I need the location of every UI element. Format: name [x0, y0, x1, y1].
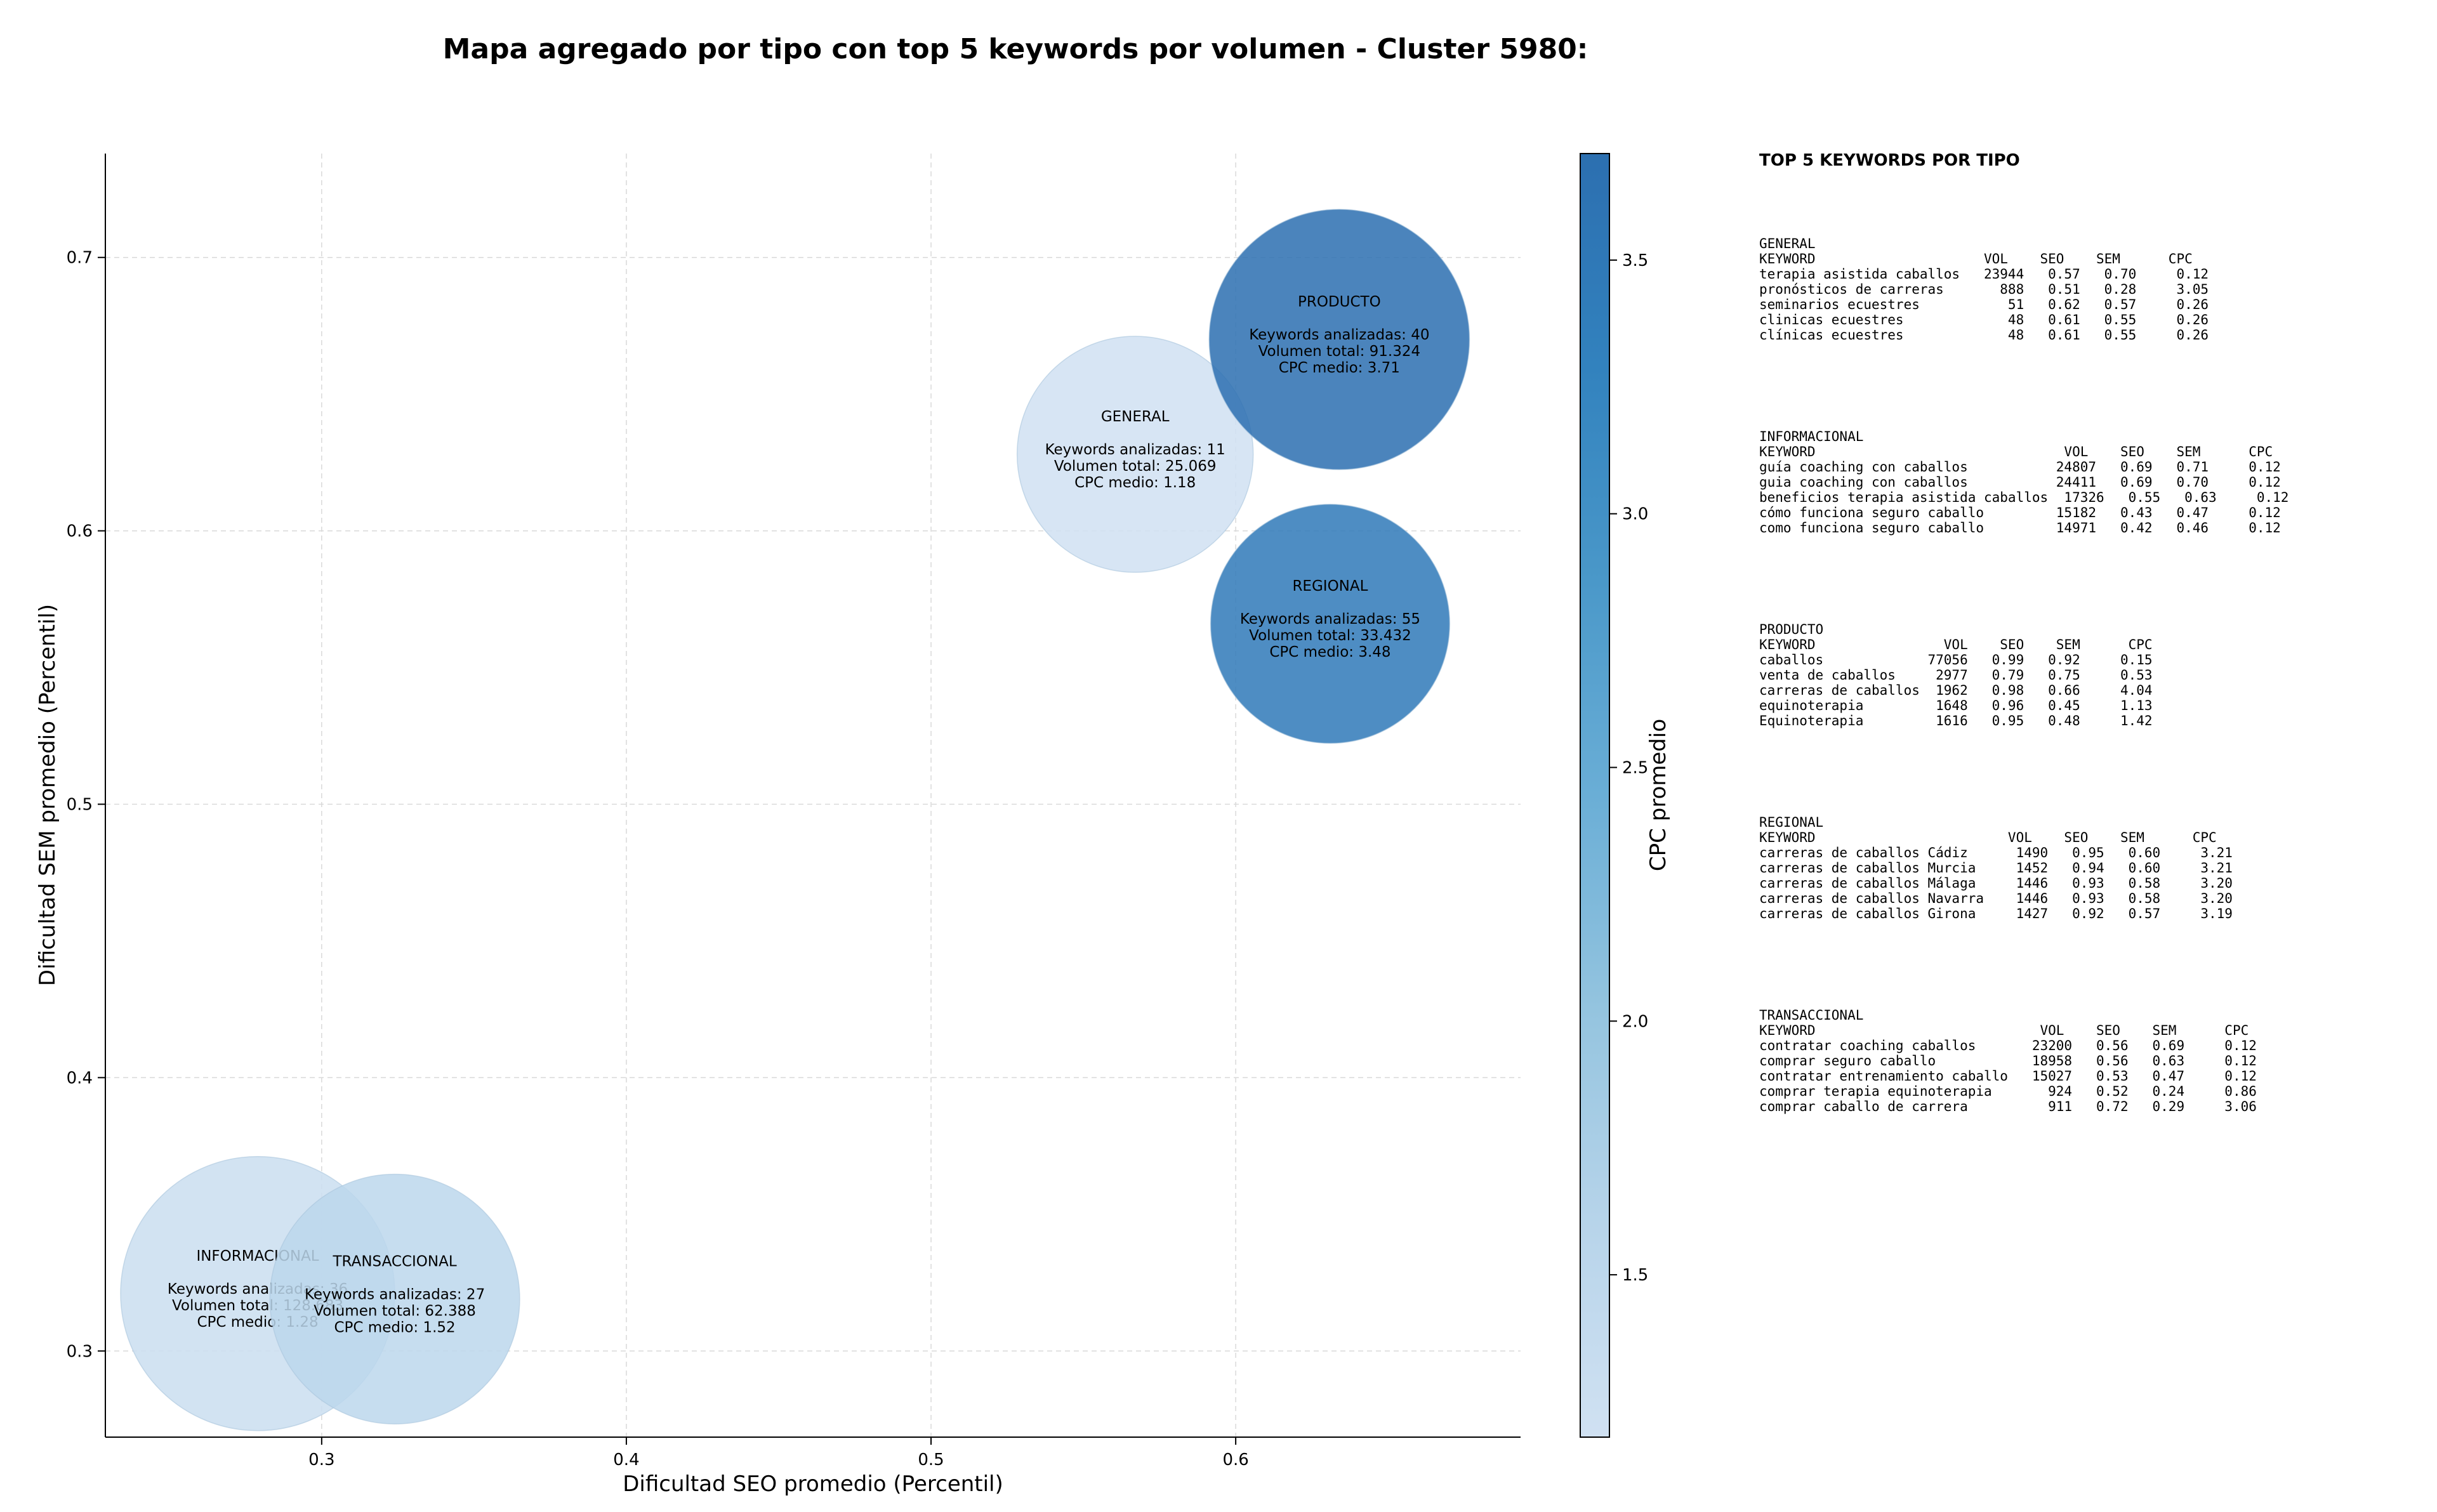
colorbar-tick-label: 3.5: [1622, 251, 1648, 270]
keywords-panel-heading: TOP 5 KEYWORDS POR TIPO: [1759, 151, 2020, 170]
keywords-block: INFORMACIONAL KEYWORD VOL SEO SEM CPC guía…: [1759, 429, 2419, 536]
keywords-row: carreras de caballos Murcia 1452 0.94 0.…: [1759, 860, 2233, 876]
keywords-row: comprar seguro caballo 18958 0.56 0.63 0…: [1759, 1053, 2257, 1068]
x-tick-label: 0.5: [918, 1450, 944, 1469]
y-tick-label: 0.4: [67, 1068, 93, 1088]
colorbar-ticks: 1.5 2.0 2.5 3.0 3.5: [1609, 251, 1648, 1285]
bubble-volume: Volumen total: 33.432: [1249, 628, 1411, 644]
keywords-block-header: KEYWORD VOL SEO SEM CPC: [1759, 637, 2153, 652]
keywords-row: guia coaching con caballos 24411 0.69 0.…: [1759, 475, 2281, 490]
keywords-row: carreras de caballos Cádiz 1490 0.95 0.6…: [1759, 845, 2233, 860]
bubble-cpc: CPC medio: 1.18: [1074, 475, 1196, 491]
keywords-block-header: KEYWORD VOL SEO SEM CPC: [1759, 444, 2273, 459]
keywords-row: pronósticos de carreras 888 0.51 0.28 3.…: [1759, 282, 2209, 297]
x-tick-label: 0.3: [308, 1450, 334, 1469]
keywords-row: caballos 77056 0.99 0.92 0.15: [1759, 652, 2153, 667]
colorbar-tick-label: 2.5: [1622, 759, 1648, 778]
y-tick-label: 0.3: [67, 1342, 93, 1361]
keywords-block: PRODUCTO KEYWORD VOL SEO SEM CPC caballos …: [1759, 622, 2419, 728]
keywords-block-type: PRODUCTO: [1759, 622, 1824, 637]
bubble-type-label: GENERAL: [1101, 409, 1170, 425]
bubble-circle: [1210, 503, 1451, 744]
keywords-block-type: GENERAL: [1759, 236, 1816, 251]
bubble-keywords-count: Keywords analizadas: 55: [1240, 611, 1420, 628]
keywords-row: Equinoterapia 1616 0.95 0.48 1.42: [1759, 713, 2153, 728]
chart-title: Mapa agregado por tipo con top 5 keyword…: [442, 33, 1588, 65]
x-axis-label: Dificultad SEO promedio (Percentil): [623, 1471, 1003, 1497]
keywords-row: venta de caballos 2977 0.79 0.75 0.53: [1759, 667, 2153, 683]
bubble-circle: [269, 1173, 520, 1424]
y-tick-label: 0.6: [67, 522, 93, 541]
bubble-transaccional: TRANSACCIONAL Keywords analizadas: 27Volu…: [269, 1173, 520, 1424]
keywords-row: terapia asistida caballos 23944 0.57 0.7…: [1759, 266, 2209, 282]
bubble-volume: Volumen total: 25.069: [1054, 458, 1217, 475]
colorbar-label: CPC promedio: [1646, 719, 1671, 871]
x-tick-label: 0.4: [613, 1450, 639, 1469]
colorbar: 1.5 2.0 2.5 3.0 3.5 CPC promedio: [1580, 153, 1671, 1438]
y-tick-label: 0.7: [67, 249, 93, 268]
bubble-keywords-count: Keywords analizadas: 40: [1249, 327, 1429, 343]
keywords-panel: TOP 5 KEYWORDS POR TIPO GENERAL KEYWORD V…: [1759, 151, 2419, 1200]
keywords-block-type: TRANSACCIONAL: [1759, 1008, 1864, 1023]
axes: [105, 154, 1521, 1438]
axis-ticks: 0.3 0.4 0.5 0.6 0.3 0.4 0.5 0.6 0.7: [67, 249, 1249, 1469]
keywords-row: contratar entrenamiento caballo 15027 0.…: [1759, 1068, 2257, 1084]
keywords-block-header: KEYWORD VOL SEO SEM CPC: [1759, 1023, 2249, 1038]
keywords-row: carreras de caballos Málaga 1446 0.93 0.…: [1759, 876, 2233, 891]
colorbar-tick-label: 1.5: [1622, 1266, 1648, 1285]
keywords-block-type: INFORMACIONAL: [1759, 429, 1864, 444]
x-tick-label: 0.6: [1222, 1450, 1248, 1469]
bubble-cpc: CPC medio: 3.48: [1269, 644, 1390, 661]
bubble-cpc: CPC medio: 3.71: [1279, 360, 1400, 376]
keywords-blocks: GENERAL KEYWORD VOL SEO SEM CPC terapia as…: [1759, 236, 2419, 1114]
keywords-row: seminarios ecuestres 51 0.62 0.57 0.26: [1759, 297, 2209, 312]
keywords-row: equinoterapia 1648 0.96 0.45 1.13: [1759, 698, 2153, 713]
keywords-row: comprar caballo de carrera 911 0.72 0.29…: [1759, 1099, 2257, 1114]
keywords-block-header: KEYWORD VOL SEO SEM CPC: [1759, 251, 2193, 266]
keywords-row: beneficios terapia asistida caballos 173…: [1759, 490, 2289, 505]
bubble-type-label: TRANSACCIONAL: [333, 1253, 457, 1270]
colorbar-tick-label: 3.0: [1622, 505, 1648, 524]
bubble-circle: [1208, 209, 1470, 470]
y-axis-label: Dificultad SEM promedio (Percentil): [35, 604, 60, 986]
keywords-block: GENERAL KEYWORD VOL SEO SEM CPC terapia as…: [1759, 236, 2419, 343]
bubble-circle: [1016, 336, 1254, 573]
y-tick-label: 0.5: [67, 796, 93, 815]
keywords-row: carreras de caballos Navarra 1446 0.93 0…: [1759, 891, 2233, 906]
bubble-type-label: REGIONAL: [1292, 578, 1368, 595]
keywords-block: TRANSACCIONAL KEYWORD VOL SEO SEM CPC cont…: [1759, 1008, 2419, 1114]
bubble-keywords-count: Keywords analizadas: 11: [1045, 442, 1225, 458]
colorbar-tick-label: 2.0: [1622, 1012, 1648, 1031]
keywords-row: guía coaching con caballos 24807 0.69 0.…: [1759, 459, 2281, 475]
keywords-block-header: KEYWORD VOL SEO SEM CPC: [1759, 830, 2217, 845]
bubble-type-label: PRODUCTO: [1298, 294, 1381, 310]
bubble-keywords-count: Keywords analizadas: 27: [305, 1286, 485, 1303]
colorbar-gradient: [1580, 153, 1610, 1438]
keywords-row: contratar coaching caballos 23200 0.56 0…: [1759, 1038, 2257, 1053]
bubble-volume: Volumen total: 91.324: [1258, 343, 1421, 360]
keywords-row: clinicas ecuestres 48 0.61 0.55 0.26: [1759, 312, 2209, 327]
keywords-block: REGIONAL KEYWORD VOL SEO SEM CPC carreras …: [1759, 815, 2419, 921]
keywords-row: carreras de caballos Girona 1427 0.92 0.…: [1759, 906, 2233, 921]
keywords-row: comprar terapia equinoterapia 924 0.52 0…: [1759, 1084, 2257, 1099]
keywords-row: cómo funciona seguro caballo 15182 0.43 …: [1759, 505, 2281, 520]
keywords-row: clínicas ecuestres 48 0.61 0.55 0.26: [1759, 327, 2209, 343]
bubble-cpc: CPC medio: 1.52: [334, 1319, 455, 1336]
keywords-block-type: REGIONAL: [1759, 815, 1824, 830]
keywords-row: carreras de caballos 1962 0.98 0.66 4.04: [1759, 683, 2153, 698]
keywords-row: como funciona seguro caballo 14971 0.42 …: [1759, 520, 2281, 536]
bubble-volume: Volumen total: 62.388: [314, 1303, 476, 1319]
